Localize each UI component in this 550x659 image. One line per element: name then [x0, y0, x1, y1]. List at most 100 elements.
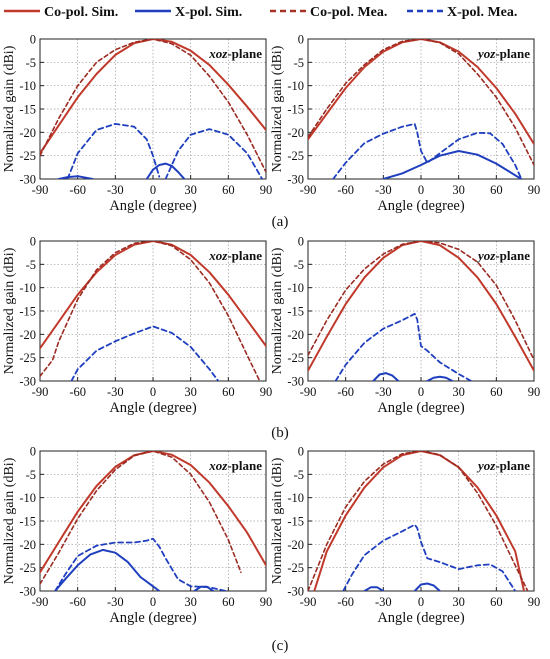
series-line-x-pol-mea	[54, 537, 227, 591]
y-tick-label: -5	[294, 468, 304, 482]
y-tick-label: -15	[287, 103, 304, 117]
legend: Co-pol. Sim. X-pol. Sim. Co-pol. Mea. X-pol…	[4, 5, 517, 20]
series-group	[40, 39, 266, 179]
y-tick-label: -30	[287, 375, 304, 389]
x-tick-label: -90	[32, 595, 49, 609]
series-line-co-pol-sim	[40, 39, 266, 155]
y-axis-label: Normalized gain (dBi)	[2, 45, 17, 172]
x-axis-label: Angle (degree)	[377, 400, 465, 416]
x-tick-label: 90	[260, 183, 273, 197]
y-tick-label: 0	[30, 235, 36, 249]
legend-item-co-pol-mea: Co-pol. Mea.	[270, 5, 387, 20]
x-tick-label: 90	[260, 385, 273, 399]
plane-label-italic: yoz	[476, 458, 496, 473]
x-tick-label: -90	[300, 595, 317, 609]
plane-label: yoz-plane	[476, 248, 530, 263]
y-tick-label: -20	[19, 126, 36, 140]
x-tick-label: -60	[69, 595, 86, 609]
x-tick-label: 30	[184, 595, 197, 609]
x-tick-label: 0	[150, 385, 156, 399]
series-line-x-pol-mea	[332, 123, 523, 179]
x-tick-label: -60	[337, 183, 354, 197]
chart-panel-yoz-row2: -90 -60 -30 0 30 60 900-5-10-15-20-25-30Angle …	[270, 235, 540, 417]
legend-label: Co-pol. Sim.	[44, 5, 118, 20]
legend-label: Co-pol. Mea.	[310, 5, 387, 20]
x-tick-label: 30	[184, 183, 197, 197]
x-tick-label: -60	[69, 183, 86, 197]
x-tick-label: 0	[418, 595, 424, 609]
x-axis-label: Angle (degree)	[109, 198, 197, 214]
y-tick-label: 0	[30, 33, 36, 47]
series-group	[308, 241, 534, 381]
series-line-x-pol-sim	[57, 175, 94, 179]
y-axis-label: Normalized gain (dBi)	[270, 457, 285, 584]
legend-label: X-pol. Sim.	[175, 5, 242, 20]
legend-item-x-pol-sim: X-pol. Sim.	[135, 5, 242, 20]
x-tick-label: 0	[150, 183, 156, 197]
y-tick-label: -30	[19, 375, 36, 389]
y-tick-label: -10	[287, 281, 304, 295]
y-tick-label: -5	[26, 258, 36, 272]
series-line-co-pol-sim	[40, 451, 266, 574]
x-tick-label: -30	[375, 183, 392, 197]
x-tick-label: -90	[32, 183, 49, 197]
series-line-x-pol-sim	[413, 582, 441, 591]
y-tick-label: -5	[294, 56, 304, 70]
y-tick-label: -20	[287, 328, 304, 342]
x-tick-label: 30	[452, 385, 465, 399]
y-axis-label: Normalized gain (dBi)	[2, 247, 17, 374]
y-tick-label: -20	[287, 538, 304, 552]
y-tick-label: -20	[287, 126, 304, 140]
y-tick-label: -10	[19, 281, 36, 295]
series-line-x-pol-sim	[372, 372, 400, 381]
x-axis-label: Angle (degree)	[109, 610, 197, 626]
row-label-a: (a)	[272, 214, 289, 230]
plane-label-italic: yoz	[476, 248, 496, 263]
series-line-co-pol-sim	[40, 241, 266, 350]
x-tick-label: 30	[452, 595, 465, 609]
chart-panel-xoz-row3: -90 -60 -30 0 30 60 900-5-10-15-20-25-30Angle …	[2, 445, 272, 627]
y-tick-label: -10	[287, 79, 304, 93]
y-tick-label: -5	[26, 468, 36, 482]
x-tick-label: 60	[222, 595, 235, 609]
x-tick-label: -60	[337, 595, 354, 609]
x-tick-label: -30	[375, 385, 392, 399]
x-tick-label: 0	[418, 385, 424, 399]
series-line-x-pol-mea	[70, 325, 220, 381]
series-group	[308, 451, 529, 591]
x-tick-label: -90	[300, 183, 317, 197]
plane-label-suffix: -plane	[495, 248, 530, 263]
y-axis-label: Normalized gain (dBi)	[270, 45, 285, 172]
x-tick-label: 30	[184, 385, 197, 399]
y-tick-label: -5	[294, 258, 304, 272]
y-tick-label: -15	[287, 305, 304, 319]
series-group	[308, 39, 534, 179]
y-tick-label: -30	[19, 585, 36, 599]
series-line-x-pol-sim	[145, 162, 186, 179]
x-tick-label: 60	[490, 385, 503, 399]
x-tick-label: -30	[107, 595, 124, 609]
plane-label: xoz-plane	[208, 458, 262, 473]
y-tick-label: -15	[19, 103, 36, 117]
plane-label-suffix: -plane	[227, 46, 262, 61]
y-tick-label: -25	[19, 561, 36, 575]
y-axis-label: Normalized gain (dBi)	[2, 457, 17, 584]
plane-label: yoz-plane	[476, 46, 530, 61]
series-line-x-pol-mea	[342, 523, 517, 591]
series-line-x-pol-sim	[382, 150, 523, 179]
row-label-b: (b)	[271, 425, 289, 441]
x-tick-label: -30	[375, 595, 392, 609]
x-tick-label: 30	[452, 183, 465, 197]
series-line-co-pol-mea	[40, 241, 261, 381]
y-tick-label: -25	[287, 149, 304, 163]
x-tick-label: 60	[490, 595, 503, 609]
row-label-c: (c)	[272, 638, 289, 654]
y-tick-label: -20	[19, 538, 36, 552]
series-line-co-pol-mea	[308, 241, 534, 361]
chart-panel-xoz-row1: -90 -60 -30 0 30 60 900-5-10-15-20-25-30Angle …	[2, 33, 272, 215]
y-tick-label: -25	[19, 149, 36, 163]
x-tick-label: 90	[528, 595, 541, 609]
x-tick-label: 90	[528, 385, 541, 399]
y-tick-label: 0	[298, 445, 304, 459]
y-tick-label: -25	[287, 351, 304, 365]
